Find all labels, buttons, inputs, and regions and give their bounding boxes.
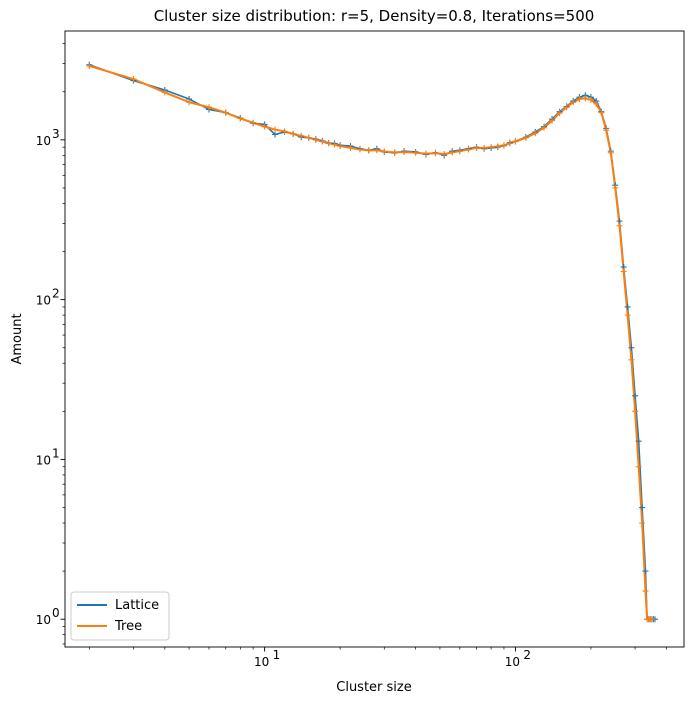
y-tick-label: 10	[36, 613, 51, 627]
data-point-tree	[494, 143, 501, 150]
data-point-tree	[337, 143, 344, 150]
data-point-tree	[441, 151, 448, 158]
data-point-tree	[593, 100, 600, 107]
data-point-tree	[261, 123, 268, 130]
data-point-tree	[549, 117, 556, 124]
data-point-tree	[325, 140, 332, 147]
data-point-tree	[130, 76, 137, 83]
data-point-tree	[635, 463, 642, 470]
plot-area	[64, 30, 685, 648]
x-tick-label: 10	[254, 655, 269, 669]
x-tick-label-exponent: 1	[273, 648, 281, 662]
y-tick-label: 10	[36, 294, 51, 308]
data-point-tree	[632, 408, 639, 415]
data-point-tree	[186, 99, 193, 106]
x-axis-ticks: 10 1 10 2	[88, 647, 667, 669]
data-point-tree	[432, 150, 439, 157]
data-point-tree	[648, 616, 655, 623]
data-point-lattice	[632, 392, 639, 399]
data-point-tree	[620, 268, 627, 275]
y-tick-label-exponent: 1	[52, 446, 60, 460]
legend-label-lattice: Lattice	[115, 598, 159, 613]
data-point-tree	[222, 109, 229, 116]
data-point-tree	[532, 130, 539, 137]
data-point-tree	[603, 127, 610, 134]
x-tick-label: 10	[505, 655, 520, 669]
data-point-tree	[639, 520, 646, 527]
data-point-tree	[347, 144, 354, 151]
data-point-tree	[465, 146, 472, 153]
x-tick-label-exponent: 2	[523, 648, 531, 662]
data-point-tree	[373, 147, 380, 154]
data-point-tree	[319, 138, 326, 145]
data-point-tree	[365, 147, 372, 154]
data-point-tree	[624, 312, 631, 319]
data-point-tree	[570, 99, 577, 106]
y-tick-label: 10	[36, 134, 51, 148]
data-point-tree	[642, 588, 649, 595]
data-point-tree	[612, 184, 619, 191]
data-point-lattice	[635, 438, 642, 445]
data-point-tree	[576, 96, 583, 103]
data-point-tree	[331, 141, 338, 148]
data-point-tree	[628, 356, 635, 363]
data-point-tree	[412, 149, 419, 156]
y-tick-label-exponent: 0	[52, 606, 60, 620]
data-point-tree	[281, 128, 288, 135]
data-point-tree	[473, 144, 480, 151]
data-point-tree	[598, 109, 605, 116]
marker-layer	[86, 61, 658, 623]
data-point-tree	[500, 142, 507, 149]
data-point-tree	[86, 62, 93, 69]
data-point-tree	[512, 138, 519, 145]
data-point-tree	[582, 95, 589, 102]
data-point-tree	[290, 130, 297, 137]
data-point-tree	[423, 150, 429, 157]
data-point-tree	[522, 134, 529, 141]
plot-frame	[64, 30, 685, 648]
data-point-tree	[556, 110, 563, 117]
data-point-tree	[205, 104, 212, 111]
y-tick-label-exponent: 2	[52, 287, 60, 301]
data-point-tree	[607, 149, 614, 156]
data-point-tree	[616, 222, 623, 229]
y-tick-label-exponent: 3	[52, 127, 60, 141]
data-point-tree	[506, 140, 513, 147]
data-point-tree	[456, 148, 463, 155]
plot-background	[65, 31, 684, 647]
data-point-tree	[541, 124, 548, 131]
data-point-tree	[401, 148, 408, 155]
chart-title: Cluster size distribution: r=5, Density=…	[154, 7, 595, 25]
data-point-lattice	[639, 504, 646, 511]
data-point-tree	[449, 149, 456, 156]
data-point-tree	[298, 132, 305, 139]
y-tick-label: 10	[36, 453, 51, 467]
data-point-tree	[161, 89, 168, 96]
data-point-tree	[250, 119, 257, 126]
data-point-tree	[391, 149, 398, 156]
data-point-lattice	[628, 344, 635, 351]
data-point-tree	[481, 144, 488, 151]
data-point-tree	[563, 104, 570, 111]
data-point-tree	[356, 146, 363, 153]
x-axis-label: Cluster size	[336, 680, 411, 695]
data-point-tree	[237, 115, 244, 122]
data-point-tree	[312, 136, 319, 143]
legend-label-tree: Tree	[114, 619, 142, 634]
data-point-tree	[381, 148, 388, 155]
data-point-lattice	[642, 568, 649, 575]
data-point-tree	[305, 134, 312, 141]
legend: Lattice Tree	[70, 591, 170, 641]
data-point-tree	[587, 96, 594, 103]
y-axis-label: Amount	[10, 313, 25, 364]
data-point-lattice	[624, 303, 631, 310]
data-point-tree	[272, 126, 278, 133]
data-point-tree	[488, 144, 495, 151]
